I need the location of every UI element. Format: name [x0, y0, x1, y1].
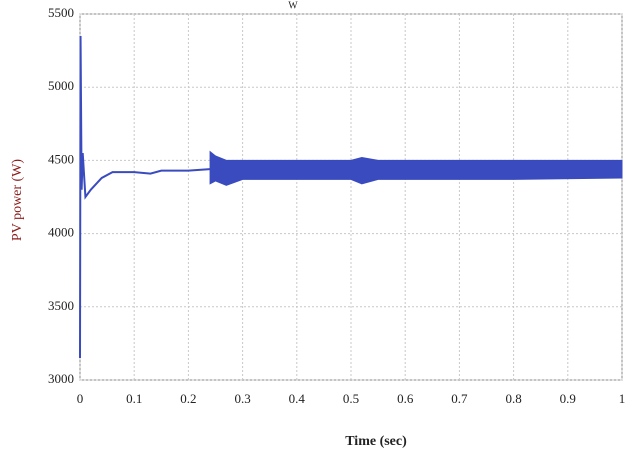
x-tick-label: 0.5	[343, 391, 359, 406]
data-line	[79, 35, 211, 359]
y-tick-label: 5500	[48, 5, 74, 20]
x-tick-label: 0	[77, 391, 84, 406]
y-tick-label: 3000	[48, 371, 74, 386]
x-axis-label: Time (sec)	[345, 434, 407, 449]
y-tick-label: 5000	[48, 78, 74, 93]
y-tick-label: 4000	[48, 225, 74, 240]
y-tick-label: 3500	[48, 298, 74, 313]
y-axis-label: PV power (W)	[10, 159, 25, 242]
x-tick-label: 0.1	[126, 391, 142, 406]
x-tick-label: 0.9	[560, 391, 576, 406]
plot-area	[79, 13, 623, 381]
x-tick-label: 1	[619, 391, 626, 406]
x-tick-label: 0.2	[180, 391, 196, 406]
x-tick-label: 0.8	[505, 391, 521, 406]
oscillation-band	[209, 150, 623, 186]
y-tick-label: 4500	[48, 151, 74, 166]
x-tick-label: 0.4	[289, 391, 306, 406]
chart-title: W	[288, 0, 298, 11]
x-tick-label: 0.7	[451, 391, 468, 406]
x-tick-label: 0.3	[234, 391, 250, 406]
x-tick-label: 0.6	[397, 391, 414, 406]
